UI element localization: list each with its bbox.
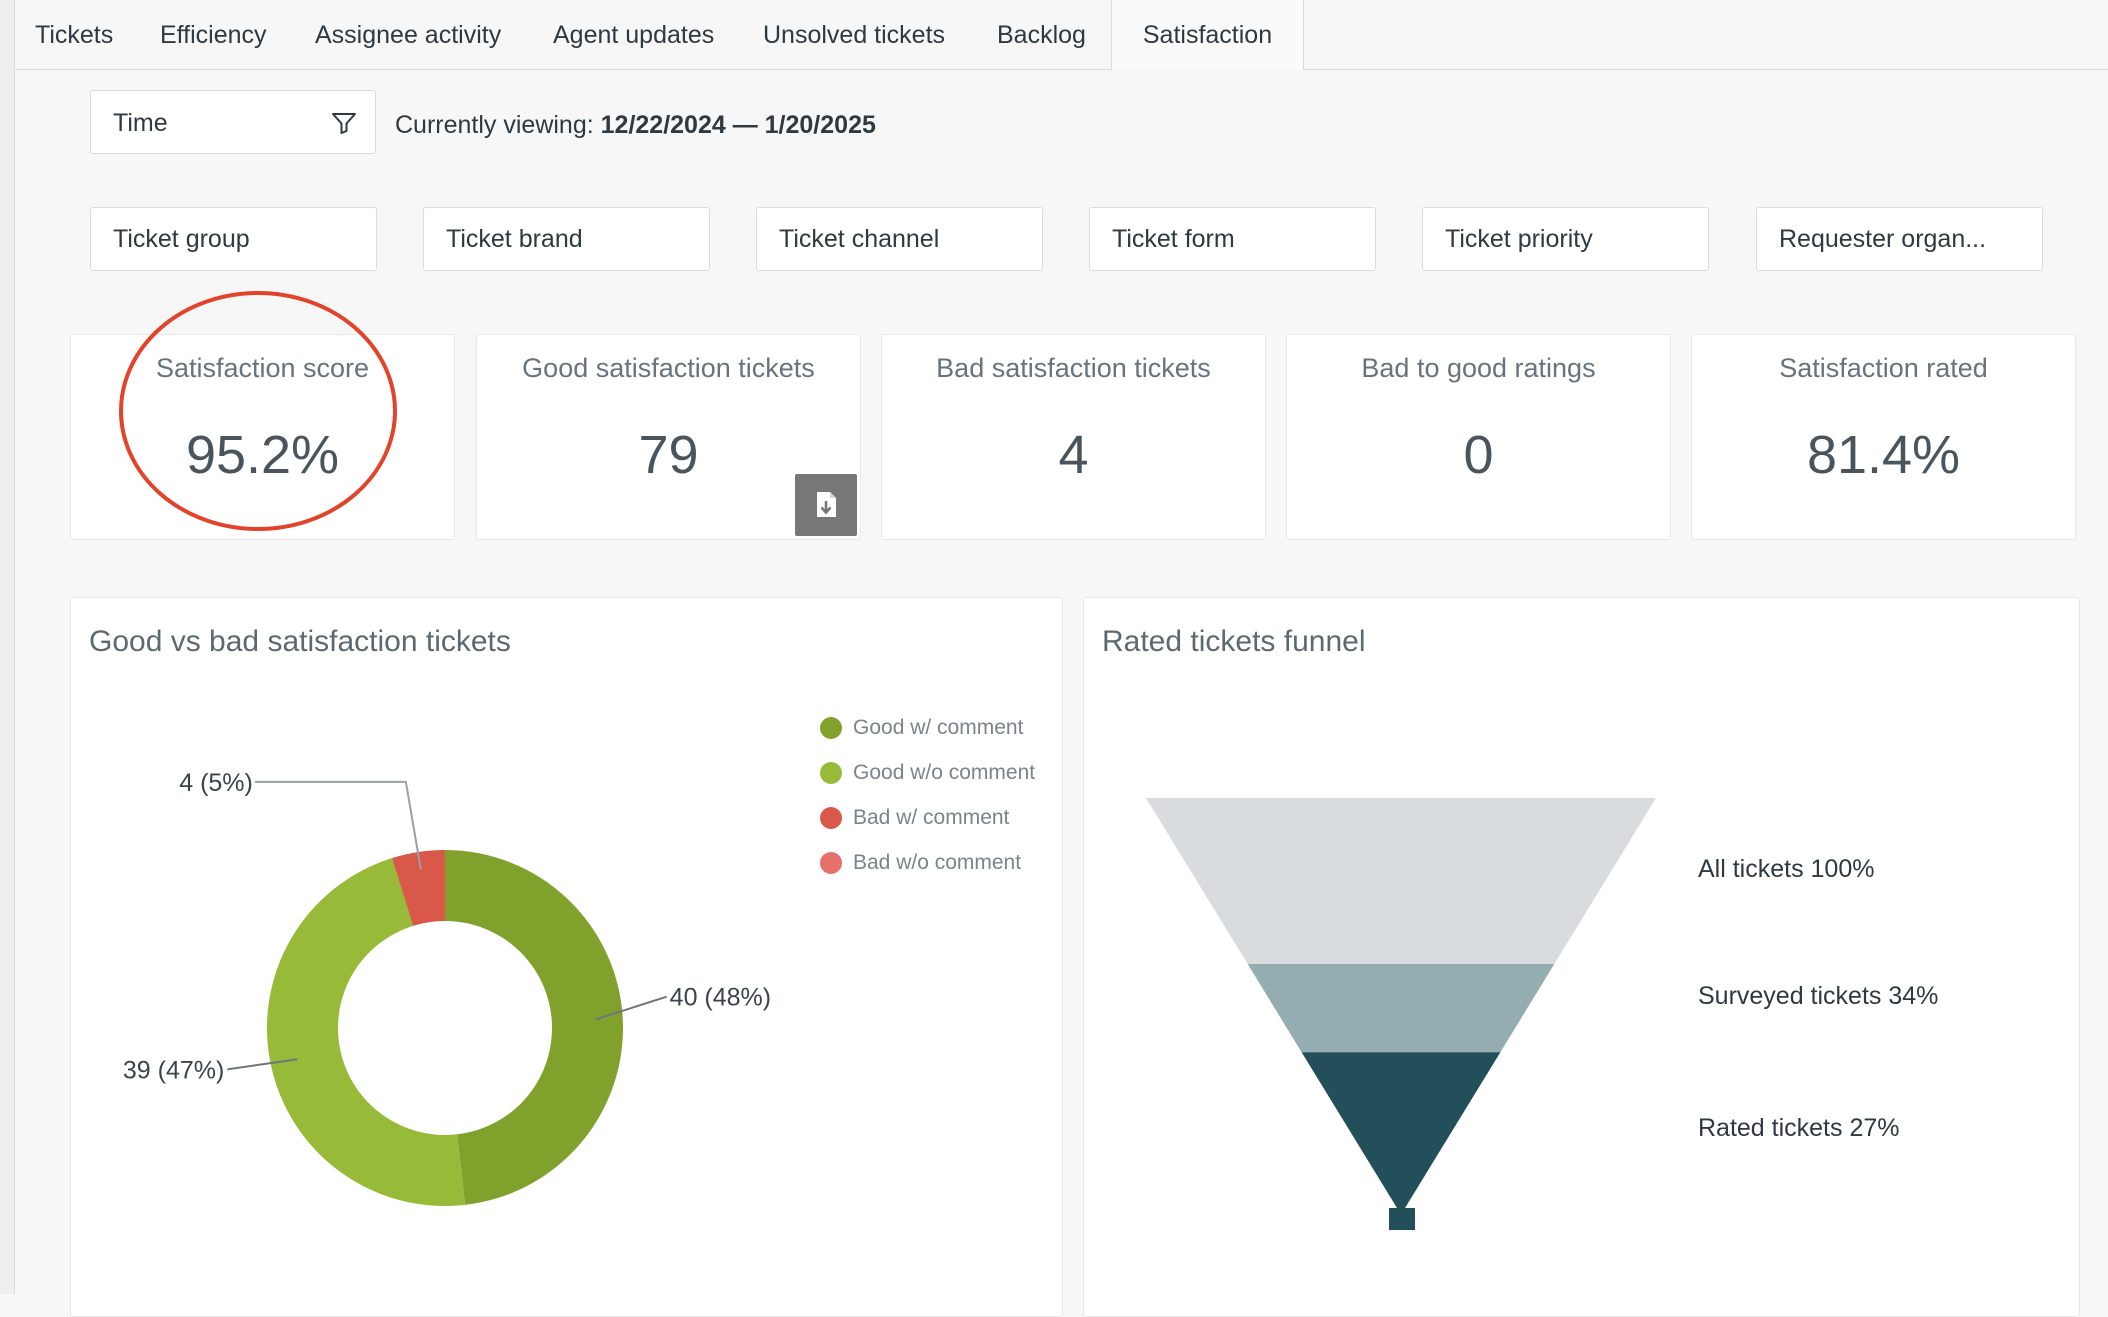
- filter-ticket-group[interactable]: Ticket group: [90, 207, 377, 271]
- slice-label: 4 (5%): [179, 769, 253, 797]
- funnel-label-all-tickets: All tickets 100%: [1698, 855, 1875, 883]
- filter-requester-organization[interactable]: Requester organ...: [1756, 207, 2043, 271]
- kpi-bad-satisfaction-tickets: Bad satisfaction tickets 4: [881, 334, 1266, 540]
- kpi-value: 4: [1058, 425, 1089, 485]
- legend-swatch: [820, 807, 842, 829]
- leader-line: [227, 1058, 298, 1071]
- funnel-stage[interactable]: [1247, 964, 1555, 1053]
- slice-label: 39 (47%): [123, 1056, 224, 1084]
- funnel-stage[interactable]: [1301, 1052, 1501, 1208]
- leader-line: [254, 780, 422, 870]
- panel-title: Rated tickets funnel: [1102, 625, 1366, 658]
- leader-line: [595, 995, 667, 1021]
- left-rail: [0, 0, 15, 1294]
- tab-backlog[interactable]: Backlog: [997, 21, 1086, 49]
- tab-tickets[interactable]: Tickets: [35, 21, 114, 49]
- funnel-stage[interactable]: [1146, 798, 1656, 965]
- funnel-label-rated-tickets: Rated tickets 27%: [1698, 1114, 1900, 1142]
- viewing-prefix: Currently viewing:: [395, 111, 594, 139]
- kpi-value: 79: [638, 425, 699, 485]
- filter-ticket-channel[interactable]: Ticket channel: [756, 207, 1043, 271]
- funnel-chart: [1146, 798, 1656, 1230]
- legend-label: Bad w/o comment: [853, 851, 1022, 874]
- legend-swatch: [820, 717, 842, 739]
- legend-label: Bad w/ comment: [853, 806, 1010, 829]
- viewing-dates: 12/22/2024 — 1/20/2025: [600, 111, 876, 139]
- tab-unsolved-tickets[interactable]: Unsolved tickets: [763, 21, 946, 49]
- legend-swatch: [820, 762, 842, 784]
- filter-funnel-icon: [332, 113, 356, 134]
- kpi-satisfaction-rated: Satisfaction rated 81.4%: [1691, 334, 2076, 540]
- legend-label: Good w/ comment: [853, 716, 1024, 739]
- viewing-range: Currently viewing: 12/22/2024 — 1/20/202…: [395, 90, 876, 160]
- export-button[interactable]: [795, 474, 857, 536]
- tab-agent-updates[interactable]: Agent updates: [553, 21, 715, 49]
- kpi-value: 81.4%: [1806, 425, 1961, 485]
- panel-title: Good vs bad satisfaction tickets: [89, 625, 511, 658]
- funnel-neck: [1389, 1208, 1415, 1230]
- donut-slice[interactable]: [445, 850, 623, 1205]
- kpi-title: Bad satisfaction tickets: [936, 353, 1211, 383]
- time-filter-label: Time: [113, 109, 168, 137]
- legend-swatch: [820, 852, 842, 874]
- kpi-satisfaction-score: Satisfaction score 95.2%: [70, 334, 455, 540]
- filter-ticket-form[interactable]: Ticket form: [1089, 207, 1376, 271]
- legend-label: Good w/o comment: [853, 761, 1036, 784]
- kpi-good-satisfaction-tickets: Good satisfaction tickets 79: [476, 334, 861, 540]
- kpi-title: Satisfaction rated: [1779, 353, 1988, 383]
- kpi-title: Good satisfaction tickets: [522, 353, 815, 383]
- time-filter[interactable]: Time: [90, 90, 376, 154]
- kpi-title: Satisfaction score: [155, 353, 370, 383]
- kpi-value: 95.2%: [185, 425, 340, 485]
- donut-slice[interactable]: [391, 850, 445, 926]
- donut-chart: 40 (48%) 39 (47%) 4 (5%): [123, 769, 771, 1206]
- filter-ticket-priority[interactable]: Ticket priority: [1422, 207, 1709, 271]
- kpi-title: Bad to good ratings: [1361, 353, 1596, 383]
- tab-assignee-activity[interactable]: Assignee activity: [315, 21, 502, 49]
- slice-label: 40 (48%): [670, 984, 771, 1012]
- kpi-value: 0: [1463, 425, 1494, 485]
- tab-bar: Tickets Efficiency Assignee activity Age…: [15, 0, 2108, 70]
- kpi-bad-to-good-ratings: Bad to good ratings 0: [1286, 334, 1671, 540]
- funnel-label-surveyed-tickets: Surveyed tickets 34%: [1698, 982, 1939, 1010]
- tab-efficiency[interactable]: Efficiency: [160, 21, 267, 49]
- filter-ticket-brand[interactable]: Ticket brand: [423, 207, 710, 271]
- export-file-icon: [817, 492, 836, 517]
- donut-slice[interactable]: [266, 858, 466, 1206]
- tab-satisfaction[interactable]: Satisfaction: [1111, 0, 1304, 70]
